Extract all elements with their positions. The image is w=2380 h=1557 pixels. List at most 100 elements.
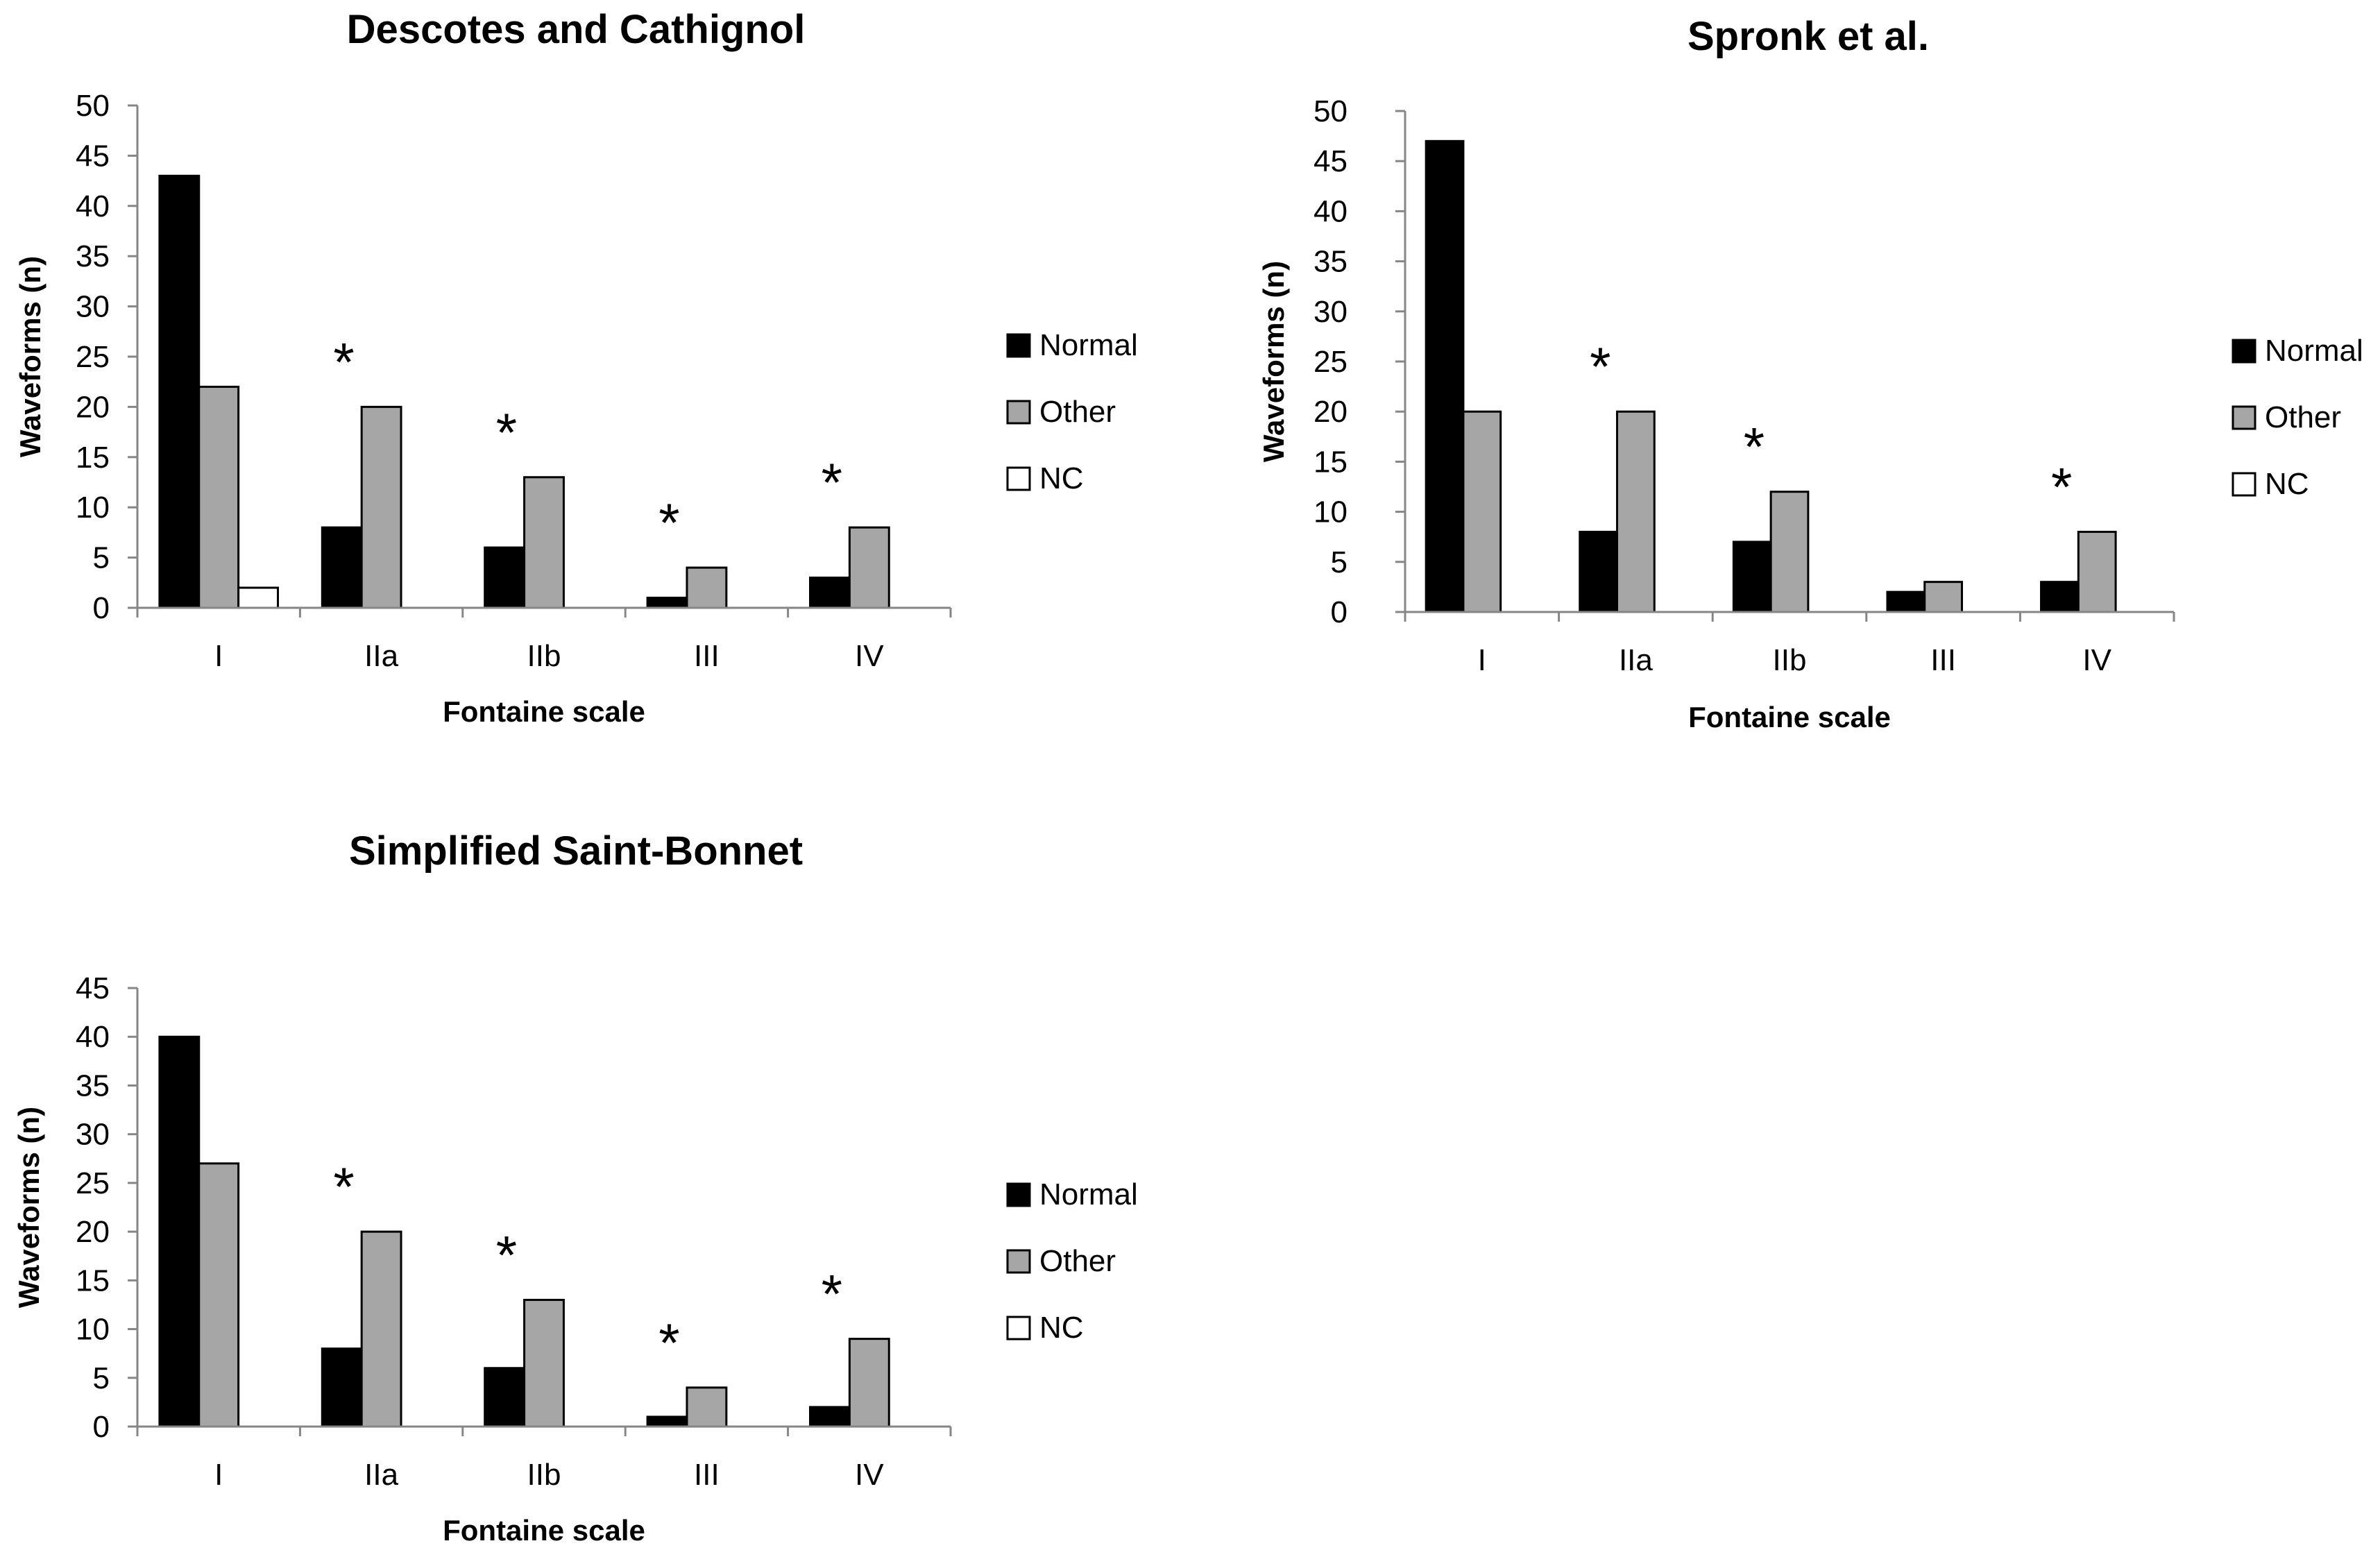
y-tick-label: 40 xyxy=(76,189,110,223)
y-tick-label: 20 xyxy=(76,390,110,424)
bar-nc-i xyxy=(237,586,279,609)
y-tick-label: 40 xyxy=(76,1020,110,1054)
y-tick-label: 10 xyxy=(76,1313,110,1347)
x-tick-label: III xyxy=(694,639,720,673)
chart-title: Spronk et al. xyxy=(1688,14,1929,59)
legend-label-other: Other xyxy=(1039,395,1116,429)
bar-other-i xyxy=(198,1162,240,1428)
significance-marker: * xyxy=(2051,456,2072,517)
y-tick-label: 35 xyxy=(76,239,110,273)
x-tick-label: III xyxy=(1930,643,1956,677)
bar-normal-iv xyxy=(2040,581,2080,613)
x-tick-label: IV xyxy=(855,639,884,673)
bar-normal-iii xyxy=(646,597,688,609)
x-axis-label: Fontaine scale xyxy=(1688,701,1891,733)
y-tick-label: 45 xyxy=(76,971,110,1005)
bar-normal-iib xyxy=(1732,541,1772,613)
significance-marker: * xyxy=(1590,336,1610,397)
bar-normal-i xyxy=(158,1035,201,1428)
legend-label-other: Other xyxy=(1039,1244,1116,1278)
significance-marker: * xyxy=(496,1224,517,1285)
chart-panel-3: Simplified Saint-Bonnet 0 5 10 15 20 25 30 35 40 4… xyxy=(12,828,1138,1547)
legend-label-normal: Normal xyxy=(2265,334,2363,368)
significance-marker: * xyxy=(658,492,679,553)
bar-normal-iia xyxy=(321,1347,363,1428)
y-axis-label: Waveforms (n) xyxy=(1257,261,1290,462)
y-tick-label: 0 xyxy=(93,591,110,625)
significance-marker: * xyxy=(333,331,354,392)
x-axis-label: Fontaine scale xyxy=(443,1514,645,1547)
legend-swatch-normal xyxy=(1006,333,1031,358)
y-tick-label: 40 xyxy=(1314,194,1348,228)
y-tick-label: 5 xyxy=(93,541,110,575)
bar-other-iv xyxy=(848,1338,890,1428)
significance-marker: * xyxy=(496,402,517,463)
bar-normal-iv xyxy=(809,1406,851,1428)
bar-other-iv xyxy=(848,526,890,609)
y-tick-label: 10 xyxy=(76,491,110,525)
x-tick-label: IIa xyxy=(1619,643,1653,677)
y-tick-label: 15 xyxy=(1314,445,1348,479)
y-tick-label: 50 xyxy=(1314,94,1348,128)
y-tick-label: 10 xyxy=(1314,495,1348,529)
y-axis-label: Waveforms (n) xyxy=(14,256,46,457)
bar-normal-iii xyxy=(646,1415,688,1428)
x-tick-label: I xyxy=(214,1458,223,1492)
chart-panel-1: Descotes and Cathignol 0 5 10 15 20 25 30 35 40 45… xyxy=(14,7,1138,728)
bar-other-iii xyxy=(1923,581,1963,613)
y-axis-label: Waveforms (n) xyxy=(12,1107,45,1308)
bar-other-i xyxy=(198,385,240,609)
legend-swatch-normal xyxy=(2232,339,2256,364)
bar-other-iia xyxy=(360,1230,402,1428)
y-tick-label: 30 xyxy=(1314,295,1348,329)
y-tick-label: 15 xyxy=(76,1264,110,1298)
y-tick-label: 45 xyxy=(1314,144,1348,178)
x-tick-label: I xyxy=(1478,643,1486,677)
y-tick-label: 0 xyxy=(93,1410,110,1444)
bar-normal-i xyxy=(1425,139,1465,613)
bar-other-iii xyxy=(686,1386,728,1428)
legend-swatch-other xyxy=(2232,405,2256,430)
bar-normal-iib xyxy=(484,546,526,609)
x-tick-label: I xyxy=(214,639,223,673)
significance-marker: * xyxy=(1744,416,1765,477)
legend-label-nc: NC xyxy=(1039,461,1084,495)
x-tick-label: IIb xyxy=(527,1458,561,1492)
y-tick-label: 25 xyxy=(76,340,110,374)
legend-label-nc: NC xyxy=(2265,467,2309,501)
bar-other-iib xyxy=(1769,491,1810,613)
bar-normal-iii xyxy=(1886,590,1926,613)
significance-marker: * xyxy=(333,1156,354,1217)
y-tick-label: 0 xyxy=(1331,595,1348,629)
bar-normal-iib xyxy=(484,1367,526,1428)
bar-normal-iv xyxy=(809,577,851,609)
x-tick-label: IIb xyxy=(1773,643,1807,677)
chart-title: Simplified Saint-Bonnet xyxy=(349,828,803,874)
legend-swatch-nc xyxy=(2232,472,2256,497)
y-tick-label: 35 xyxy=(1314,245,1348,279)
y-tick-label: 30 xyxy=(76,290,110,324)
legend-swatch-other xyxy=(1006,1249,1031,1274)
chart-panel-2: Spronk et al. 0 5 10 15 20 25 30 35 40 45 50 Wavefor… xyxy=(1257,14,2363,733)
legend-label-other: Other xyxy=(2265,400,2341,434)
y-tick-label: 20 xyxy=(76,1215,110,1249)
y-tick-label: 25 xyxy=(1314,345,1348,379)
legend-label-normal: Normal xyxy=(1039,1177,1138,1211)
legend-swatch-other xyxy=(1006,400,1031,425)
significance-marker: * xyxy=(822,1264,842,1325)
bar-other-iia xyxy=(1616,410,1656,613)
legend: Normal Other NC xyxy=(2232,334,2363,501)
legend-swatch-normal xyxy=(1006,1182,1031,1207)
y-tick-label: 5 xyxy=(93,1361,110,1395)
x-tick-label: IIa xyxy=(364,1458,398,1492)
legend: Normal Other NC xyxy=(1006,1177,1138,1345)
bar-other-iia xyxy=(360,405,402,609)
bar-other-iii xyxy=(686,566,728,609)
y-tick-label: 35 xyxy=(76,1069,110,1103)
chart-title: Descotes and Cathignol xyxy=(347,7,806,52)
y-tick-label: 20 xyxy=(1314,395,1348,429)
legend-swatch-nc xyxy=(1006,466,1031,491)
x-tick-label: IIb xyxy=(527,639,561,673)
x-axis-label: Fontaine scale xyxy=(443,695,645,728)
